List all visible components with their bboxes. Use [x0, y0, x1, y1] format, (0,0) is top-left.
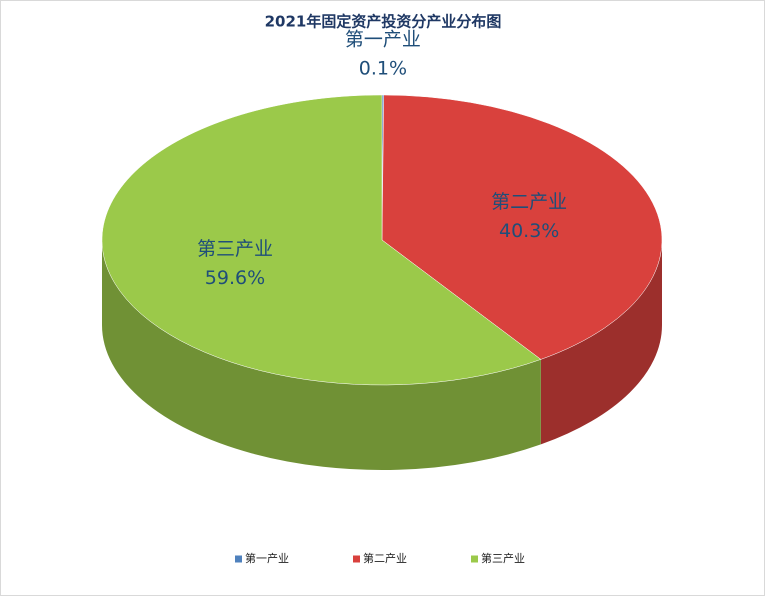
legend-swatch — [235, 555, 242, 563]
legend-swatch — [353, 555, 360, 563]
data-label-category: 第一产业 — [345, 29, 421, 51]
chart-title: 2021年固定资产投资分产业分布图 — [265, 13, 502, 31]
legend-label: 第二产业 — [363, 551, 407, 565]
legend-label: 第三产业 — [481, 551, 525, 565]
slice — [381, 94, 663, 360]
data-label-category: 第二产业 — [491, 191, 567, 213]
slice-side — [540, 240, 662, 445]
slice — [101, 94, 542, 386]
data-label: 40.3% — [499, 220, 559, 242]
data-label: 0.1% — [359, 58, 407, 80]
data-label-category: 第三产业 — [197, 238, 273, 260]
slice-side — [102, 240, 541, 470]
legend-label: 第一产业 — [245, 551, 289, 565]
data-label: 59.6% — [205, 267, 265, 289]
legend-swatch — [471, 555, 478, 563]
